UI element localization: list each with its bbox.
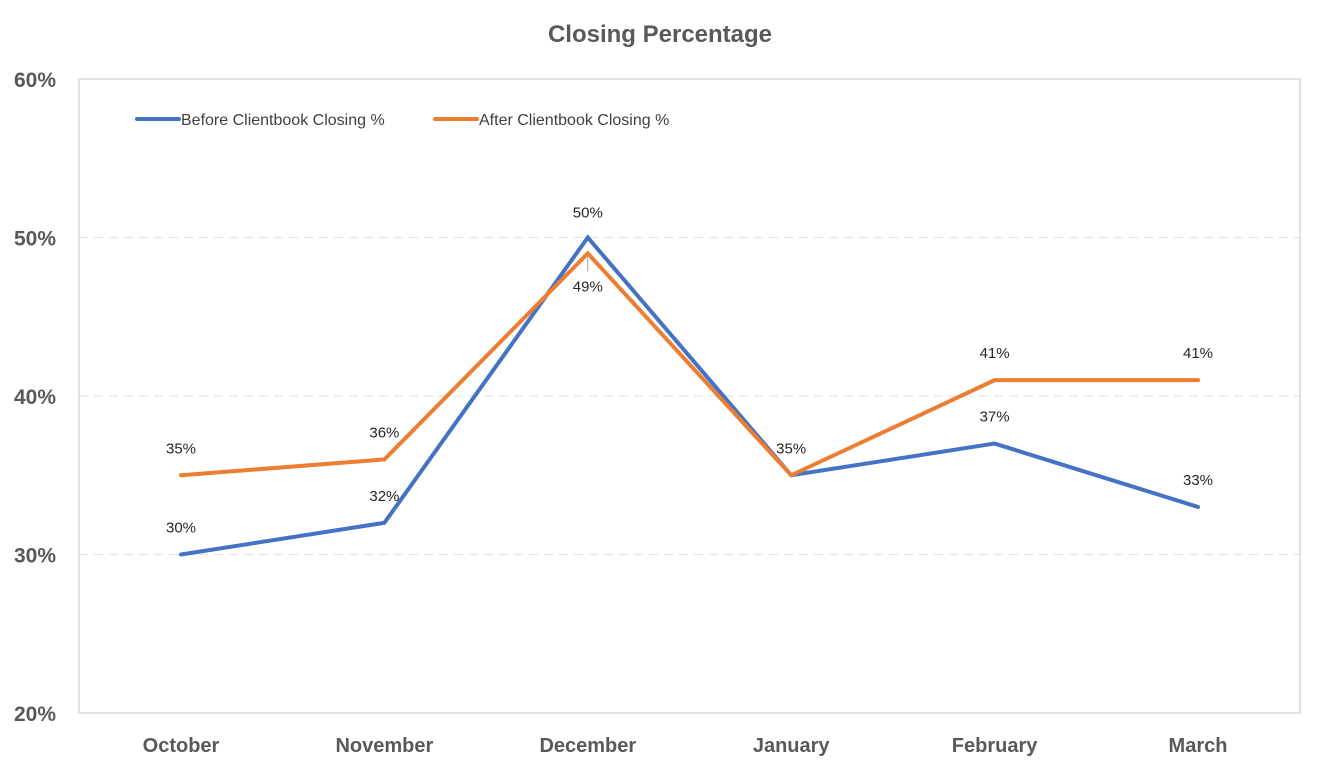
data-label-before: 32% bbox=[369, 488, 399, 505]
y-axis-ticks: 20% 30% 40% 50% 60% bbox=[14, 69, 56, 726]
legend: Before Clientbook Closing % After Clientb… bbox=[135, 112, 669, 129]
data-label-before: 33% bbox=[1183, 472, 1213, 489]
x-tick-label: February bbox=[952, 735, 1038, 757]
data-label-after: 41% bbox=[1183, 345, 1213, 362]
data-label-after: 35% bbox=[166, 440, 196, 457]
y-tick-label: 30% bbox=[14, 545, 56, 568]
data-label-before: 50% bbox=[573, 205, 603, 222]
gridlines bbox=[79, 236, 1300, 556]
data-label-before: 30% bbox=[166, 520, 196, 537]
data-labels: 30% 35% 32% 36% 50% 49% 35% 37% 41% 33% 41% bbox=[166, 205, 1213, 537]
series-line-before bbox=[179, 234, 1200, 557]
y-tick-label: 50% bbox=[14, 228, 56, 251]
data-label-after: 49% bbox=[573, 278, 603, 295]
x-tick-label: March bbox=[1169, 735, 1228, 757]
legend-entry-label: After Clientbook Closing % bbox=[479, 112, 669, 129]
y-tick-label: 40% bbox=[14, 386, 56, 409]
y-tick-label: 60% bbox=[14, 69, 56, 92]
data-label-after: 35% bbox=[776, 440, 806, 457]
x-tick-label: December bbox=[539, 735, 636, 757]
x-tick-label: January bbox=[753, 735, 831, 757]
series-line-after bbox=[179, 250, 1200, 478]
chart-title: Closing Percentage bbox=[548, 21, 772, 48]
x-axis-ticks: October November December January February Ma… bbox=[143, 735, 1228, 757]
x-tick-label: October bbox=[143, 735, 220, 757]
series-lines bbox=[179, 234, 1200, 557]
x-tick-label: November bbox=[335, 735, 433, 757]
legend-entry-label: Before Clientbook Closing % bbox=[181, 112, 385, 129]
data-label-after: 41% bbox=[980, 345, 1010, 362]
y-tick-label: 20% bbox=[14, 703, 56, 726]
data-label-after: 36% bbox=[369, 424, 399, 441]
data-label-before: 37% bbox=[980, 409, 1010, 426]
plot-area-border bbox=[78, 78, 1301, 714]
